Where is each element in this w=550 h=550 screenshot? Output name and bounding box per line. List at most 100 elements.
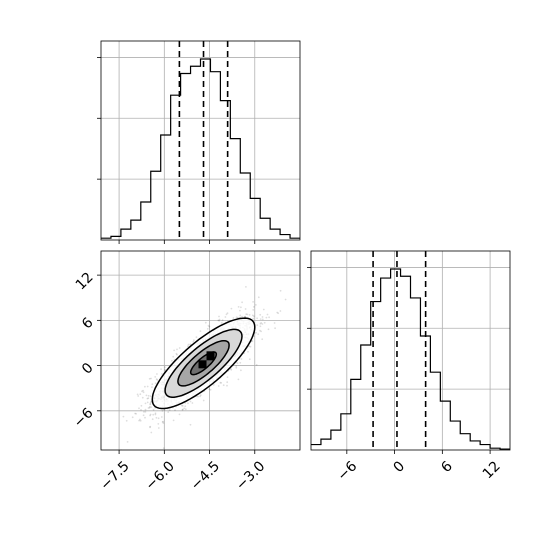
x-hist-frame (100, 40, 301, 241)
joint-frame (100, 250, 301, 451)
scatter-point (171, 359, 173, 362)
scatter-point (268, 316, 270, 319)
scatter-point (157, 427, 160, 429)
scatter-point (147, 394, 150, 397)
scatter-point (256, 324, 259, 326)
scatter-point (261, 316, 264, 318)
scatter-point (154, 376, 157, 378)
scatter-point (156, 373, 158, 375)
scatter-point (226, 384, 228, 387)
scatter-point (252, 306, 255, 308)
scatter-point (125, 419, 128, 422)
scatter-point (241, 315, 244, 318)
scatter-point (255, 331, 257, 334)
scatter-point (149, 403, 152, 406)
scatter-point (244, 315, 247, 318)
scatter-point (162, 422, 165, 424)
scatter-point (206, 328, 209, 330)
joint-ytick-label: 6 (79, 315, 97, 333)
scatter-point (261, 323, 264, 325)
scatter-point (187, 345, 189, 348)
scatter-point (235, 316, 238, 319)
scatter-point (144, 411, 147, 413)
scatter-point (152, 413, 155, 416)
scatter-point (174, 409, 176, 412)
y-histogram-panel: −6 0 6 12 (307, 250, 511, 484)
scatter-point (140, 404, 143, 407)
scatter-point (246, 313, 249, 316)
scatter-point (162, 447, 165, 450)
scatter-point (161, 373, 163, 375)
scatter-point (139, 419, 142, 422)
scatter-point (138, 419, 141, 422)
scatter-point (175, 352, 178, 355)
scatter-point (148, 377, 151, 380)
contour-line-3 (177, 339, 230, 387)
scatter-point (184, 408, 187, 411)
scatter-point (164, 366, 166, 368)
scatter-point (148, 406, 151, 409)
scatter-point (237, 378, 240, 381)
scatter-point (143, 411, 145, 413)
scatter-point (150, 406, 153, 408)
scatter-point (149, 414, 152, 417)
scatter-point (217, 385, 220, 387)
x-hist-histogram-step (101, 58, 300, 239)
scatter-point (157, 417, 160, 420)
scatter-point (136, 393, 139, 396)
scatter-point (172, 355, 175, 358)
scatter-point (239, 314, 242, 317)
joint-ytick-label: −6 (71, 405, 97, 431)
scatter-point (154, 413, 157, 416)
y-hist-xtick-label: 12 (480, 458, 504, 482)
scatter-point (248, 345, 251, 348)
scatter-point (122, 415, 125, 418)
scatter-point (199, 395, 202, 398)
scatter-point (218, 319, 221, 322)
scatter-point (173, 349, 176, 352)
scatter-point (150, 377, 152, 380)
scatter-point (220, 382, 223, 384)
scatter-point (279, 289, 282, 292)
scatter-point (218, 318, 221, 321)
scatter-point (126, 441, 129, 443)
scatter-point (232, 317, 235, 319)
x-histogram-panel (97, 40, 301, 244)
scatter-point (172, 419, 175, 422)
scatter-point (252, 317, 255, 320)
scatter-point (241, 301, 244, 304)
scatter-point (135, 412, 138, 415)
scatter-point (226, 376, 229, 378)
y-hist-xtick-label: 0 (391, 458, 409, 476)
scatter-point (240, 306, 242, 309)
scatter-point (144, 416, 146, 419)
scatter-point (149, 405, 151, 408)
scatter-point (157, 423, 160, 425)
scatter-point (141, 390, 143, 393)
scatter-point (189, 423, 192, 426)
scatter-point (168, 409, 171, 411)
y-hist-histogram-step (311, 268, 510, 450)
scatter-point (257, 333, 260, 336)
scatter-point (237, 306, 240, 308)
scatter-point (155, 416, 158, 419)
y-hist-xtick-label: 6 (438, 458, 456, 476)
scatter-point (235, 365, 238, 367)
scatter-point (259, 325, 262, 328)
scatter-point (152, 408, 155, 411)
scatter-point (161, 410, 164, 412)
scatter-point (150, 431, 153, 434)
y-hist-xtick-label: −6 (335, 458, 361, 484)
scatter-point (224, 316, 227, 318)
scatter-point (273, 322, 276, 324)
scatter-point (144, 385, 146, 388)
joint-ytick-label: 0 (79, 360, 97, 378)
scatter-point (183, 407, 186, 410)
scatter-point (248, 358, 251, 361)
scatter-point (212, 384, 215, 386)
scatter-point (267, 328, 270, 331)
scatter-point (222, 384, 225, 387)
scatter-point (181, 408, 184, 411)
scatter-point (199, 394, 202, 397)
contour-line-4 (189, 351, 218, 376)
